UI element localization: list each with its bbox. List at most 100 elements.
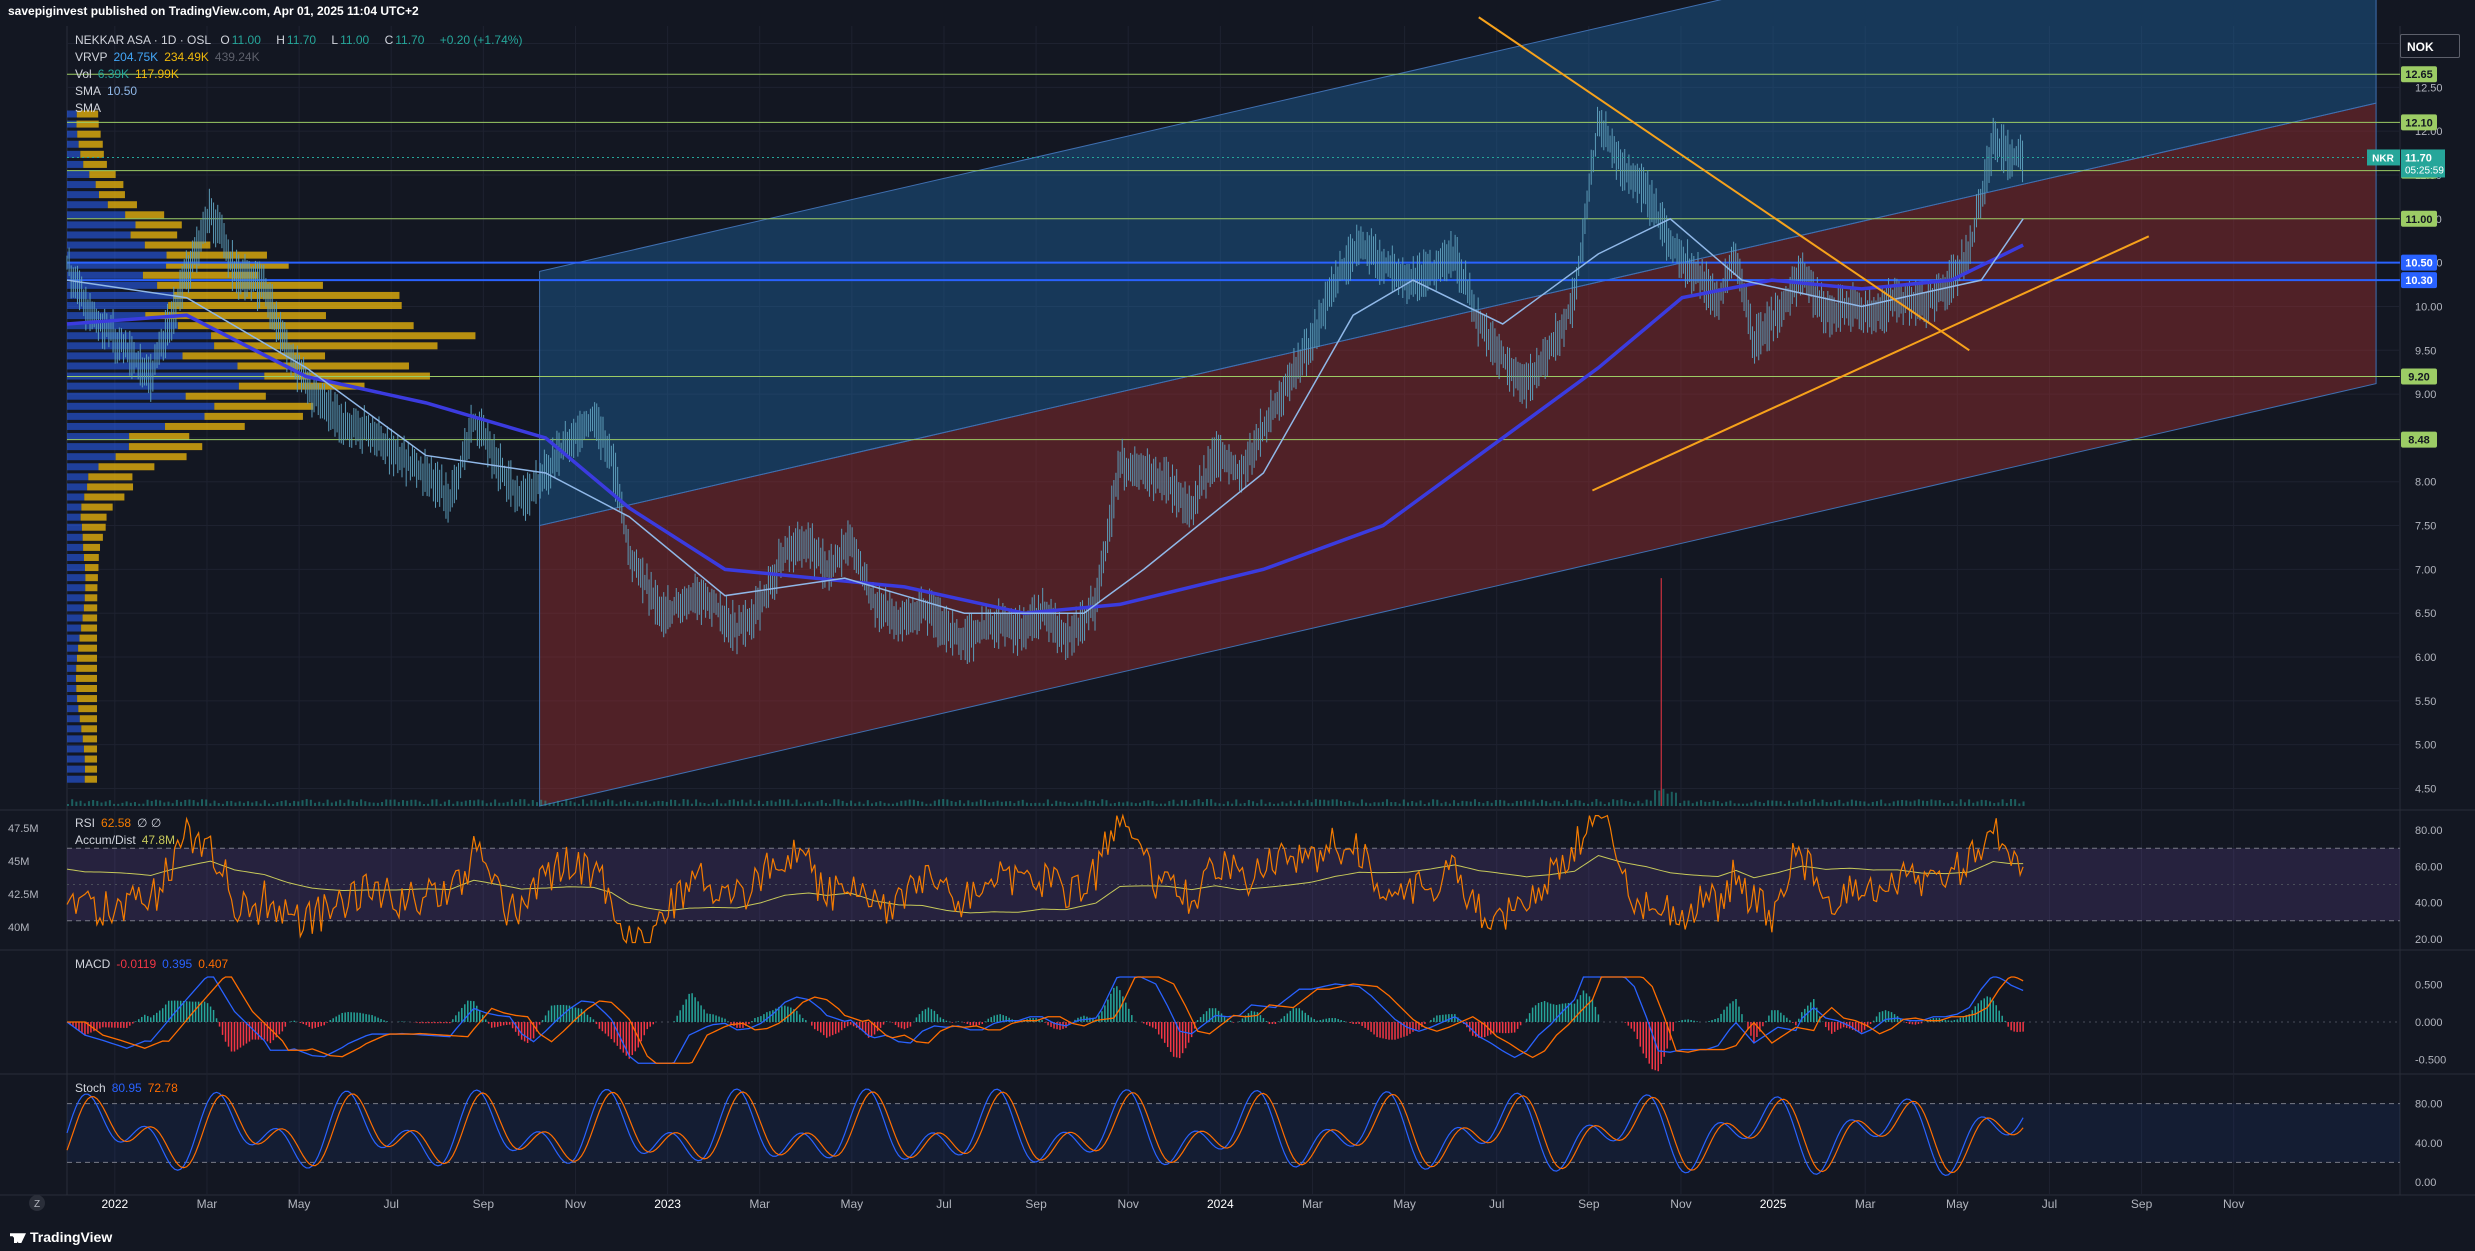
vrvp-up-bar bbox=[67, 604, 84, 612]
volume-bar bbox=[247, 801, 250, 806]
volume-bar bbox=[741, 799, 744, 806]
volume-bar bbox=[1922, 800, 1925, 806]
volume-bar bbox=[221, 803, 224, 806]
vrvp-up-bar bbox=[67, 755, 85, 763]
vrvp-up-bar bbox=[67, 735, 83, 743]
vrvp-up-bar bbox=[67, 463, 99, 471]
volume-bar bbox=[1176, 803, 1179, 806]
ad-tick-label: 45M bbox=[8, 856, 29, 868]
countdown-text: 05:25:59 bbox=[2405, 165, 2444, 176]
vrvp-down-bar bbox=[88, 473, 133, 481]
volume-bar bbox=[121, 802, 124, 806]
vol-legend[interactable]: Vol 6.39K 117.99K bbox=[75, 67, 179, 81]
volume-bar bbox=[812, 803, 815, 806]
ad-legend[interactable]: Accum/Dist 47.8M bbox=[75, 833, 176, 847]
level-badge: 9.20 bbox=[2401, 368, 2437, 385]
time-tick-label: Nov bbox=[1670, 1197, 1691, 1211]
volume-bar bbox=[1624, 800, 1627, 806]
volume-bar bbox=[1524, 799, 1527, 806]
price-tag-bg bbox=[2401, 149, 2445, 178]
goto-date-label: Z bbox=[34, 1199, 40, 1210]
price-tag-text: 11.70 bbox=[2405, 152, 2432, 164]
volume-bar bbox=[1913, 800, 1916, 806]
volume-bar bbox=[1159, 803, 1162, 806]
volume-bar bbox=[1649, 800, 1652, 806]
vrvp-legend[interactable]: VRVP 204.75K 234.49K 439.24K bbox=[75, 50, 260, 64]
volume-bar bbox=[1582, 802, 1585, 806]
vrvp-up-bar bbox=[67, 473, 89, 481]
volume-bar bbox=[586, 803, 589, 806]
macd-legend[interactable]: MACD -0.0119 0.395 0.407 bbox=[75, 957, 229, 971]
volume-bar bbox=[326, 799, 329, 806]
volume-bar bbox=[184, 799, 187, 806]
volume-bar bbox=[92, 800, 95, 806]
volume-bar bbox=[1105, 800, 1108, 806]
vrvp-down-bar bbox=[84, 765, 97, 773]
volume-bar bbox=[1553, 800, 1556, 806]
sma-fast-legend[interactable]: SMA 10.50 bbox=[75, 84, 138, 98]
volume-bar bbox=[1339, 800, 1342, 806]
volume-bar bbox=[1934, 800, 1937, 806]
currency-badge[interactable]: NOK bbox=[2400, 34, 2460, 58]
volume-bar bbox=[1532, 799, 1535, 806]
publisher-line: savepiginvest published on TradingView.c… bbox=[8, 4, 419, 18]
volume-bar bbox=[196, 802, 199, 806]
level-badge: 8.48 bbox=[2401, 431, 2437, 448]
symbol-title[interactable]: NEKKAR ASA · 1D · OSL bbox=[75, 33, 212, 47]
volume-bar bbox=[330, 802, 333, 806]
stoch-tick-label: 0.00 bbox=[2415, 1177, 2436, 1189]
volume-bar bbox=[1741, 803, 1744, 806]
volume-bar bbox=[314, 802, 317, 806]
volume-bar bbox=[1394, 802, 1397, 806]
volume-bar bbox=[1909, 801, 1912, 806]
volume-bar bbox=[108, 800, 111, 806]
volume-bar bbox=[762, 803, 765, 806]
volume-bar bbox=[301, 800, 304, 806]
volume-bar bbox=[728, 799, 731, 806]
vrvp-down-bar bbox=[144, 241, 211, 249]
volume-bar bbox=[1118, 801, 1121, 806]
volume-bar bbox=[858, 801, 861, 806]
vrvp-down-bar bbox=[77, 130, 101, 138]
vrvp-down-bar bbox=[76, 664, 98, 672]
volume-bar bbox=[866, 800, 869, 806]
volume-bar bbox=[1993, 803, 1996, 806]
volume-bar bbox=[1645, 799, 1648, 806]
stoch-legend[interactable]: Stoch 80.95 72.78 bbox=[75, 1081, 178, 1095]
volume-bar bbox=[1453, 800, 1456, 806]
volume-bar bbox=[833, 799, 836, 806]
volume-bar bbox=[1775, 800, 1778, 806]
volume-bar bbox=[2009, 799, 2012, 806]
volume-bar bbox=[1959, 799, 1962, 806]
volume-bar bbox=[841, 800, 844, 806]
sma-slow-legend[interactable]: SMA bbox=[75, 101, 102, 115]
volume-bar bbox=[1247, 799, 1250, 806]
volume-bar bbox=[104, 801, 107, 806]
vrvp-up-bar bbox=[67, 543, 84, 551]
volume-bar bbox=[1842, 803, 1845, 806]
volume-bar bbox=[1612, 799, 1615, 806]
volume-bar bbox=[1268, 802, 1271, 806]
vrvp-up-bar bbox=[67, 634, 80, 642]
vrvp-down-bar bbox=[79, 715, 98, 723]
trendline bbox=[1478, 16, 1970, 352]
rsi-tick-label: 20.00 bbox=[2415, 934, 2443, 946]
volume-bar bbox=[791, 803, 794, 806]
volume-bar bbox=[1494, 800, 1497, 806]
volume-bar bbox=[83, 803, 86, 806]
volume-bar bbox=[280, 801, 283, 806]
volume-bar bbox=[1679, 803, 1682, 806]
rsi-legend[interactable]: RSI 62.58 ∅ ∅ bbox=[75, 816, 162, 830]
volume-bar bbox=[230, 800, 233, 806]
volume-bar bbox=[267, 803, 270, 806]
time-tick-label: Mar bbox=[197, 1197, 218, 1211]
level-badge-text: 12.10 bbox=[2405, 117, 2433, 129]
volume-bar bbox=[678, 803, 681, 806]
time-tick-label: Jul bbox=[2042, 1197, 2057, 1211]
goto-date-button[interactable]: Z bbox=[29, 1195, 45, 1211]
tradingview-brand[interactable]: TradingView bbox=[10, 1229, 112, 1245]
time-tick-label: Nov bbox=[2223, 1197, 2244, 1211]
volume-bars bbox=[67, 789, 2025, 806]
volume-bar bbox=[870, 803, 873, 806]
